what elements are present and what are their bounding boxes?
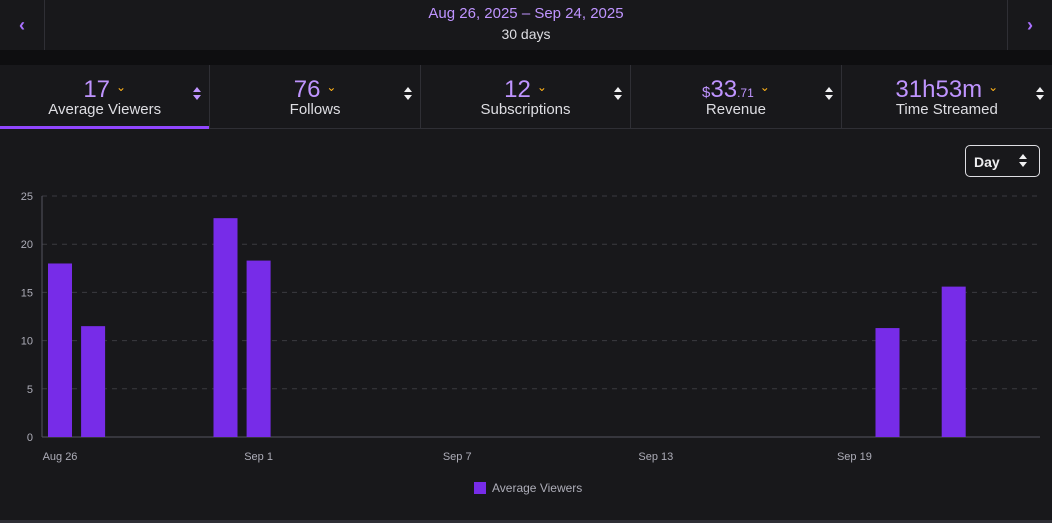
granularity-value: Day (974, 154, 1000, 170)
metric-value: 17 (83, 76, 111, 103)
legend-swatch (474, 482, 486, 494)
legend-label: Average Viewers (492, 481, 583, 495)
y-tick-label: 15 (21, 287, 33, 299)
sort-icon[interactable] (193, 87, 202, 103)
metric-value: 76 (293, 76, 321, 103)
granularity-select[interactable]: Day (965, 145, 1040, 177)
metric-cents: .71 (737, 86, 754, 100)
metric-label: Average Viewers (48, 101, 162, 118)
chart-legend[interactable]: Average Viewers (474, 481, 582, 495)
metric-value: 31h53m (895, 76, 983, 103)
tab-subscriptions[interactable]: 12 ⌄ Subscriptions (421, 65, 632, 128)
tab-revenue[interactable]: $33.71 ⌄ Revenue (631, 65, 842, 128)
divider (0, 51, 1052, 65)
chevron-down-icon[interactable]: ⌄ (536, 80, 547, 94)
next-period-button[interactable]: › (1007, 0, 1052, 50)
bar-aug-31 (213, 218, 238, 437)
tab-time-streamed[interactable]: 31h53m ⌄ Time Streamed (842, 65, 1052, 128)
bar-sep-1 (246, 260, 271, 437)
bar-sep-20 (875, 328, 900, 437)
chevron-down-icon[interactable]: ⌄ (759, 80, 770, 94)
y-tick-label: 0 (27, 432, 33, 444)
tab-follows[interactable]: 76 ⌄ Follows (210, 65, 421, 128)
date-range-bar: ‹ Aug 26, 2025 – Sep 24, 2025 30 days › (0, 0, 1052, 51)
tab-average-viewers[interactable]: 17 ⌄ Average Viewers (0, 65, 211, 129)
date-range-text: Aug 26, 2025 – Sep 24, 2025 (428, 5, 624, 22)
bar-aug-27 (81, 326, 106, 437)
bar-chart: 0 5 10 15 20 25 Aug 26 Sep 1 Sep 7 Sep 13 Sep 19 (21, 191, 1040, 463)
sort-icon[interactable] (824, 87, 833, 103)
date-range-display[interactable]: Aug 26, 2025 – Sep 24, 2025 30 days (44, 5, 1008, 45)
select-arrows-icon (1019, 154, 1027, 170)
chevron-down-icon[interactable]: ⌄ (326, 80, 337, 94)
date-range-days: 30 days (501, 26, 551, 42)
metric-label: Revenue (705, 101, 766, 118)
previous-period-button[interactable]: ‹ (0, 0, 45, 50)
y-tick-label: 20 (21, 239, 33, 251)
y-tick-label: 10 (21, 336, 33, 348)
currency-symbol: $ (702, 84, 711, 101)
x-tick-label: Aug 26 (43, 451, 78, 463)
metric-label: Time Streamed (895, 101, 998, 118)
x-tick-label: Sep 13 (638, 451, 673, 463)
metric-label: Subscriptions (480, 101, 571, 118)
metric-value: 33 (710, 76, 738, 103)
bar-aug-26 (48, 263, 72, 437)
y-tick-label: 25 (21, 191, 33, 203)
metric-label: Follows (289, 101, 341, 118)
chevron-right-icon: › (1027, 14, 1033, 35)
y-tick-label: 5 (27, 384, 33, 396)
x-tick-label: Sep 7 (443, 451, 472, 463)
x-tick-label: Sep 19 (837, 451, 872, 463)
chevron-left-icon: ‹ (19, 14, 25, 35)
bar-sep-22 (941, 286, 966, 437)
divider (0, 520, 1052, 523)
sort-icon[interactable] (1036, 87, 1045, 103)
x-tick-label: Sep 1 (244, 451, 273, 463)
chevron-down-icon[interactable]: ⌄ (988, 80, 999, 94)
metric-value: 12 (504, 76, 531, 103)
sort-icon[interactable] (403, 87, 412, 103)
sort-icon[interactable] (614, 87, 623, 103)
chevron-down-icon[interactable]: ⌄ (116, 80, 127, 94)
metric-tabs: 17 ⌄ Average Viewers 76 ⌄ Follows 12 ⌄ Subs… (0, 65, 1052, 129)
